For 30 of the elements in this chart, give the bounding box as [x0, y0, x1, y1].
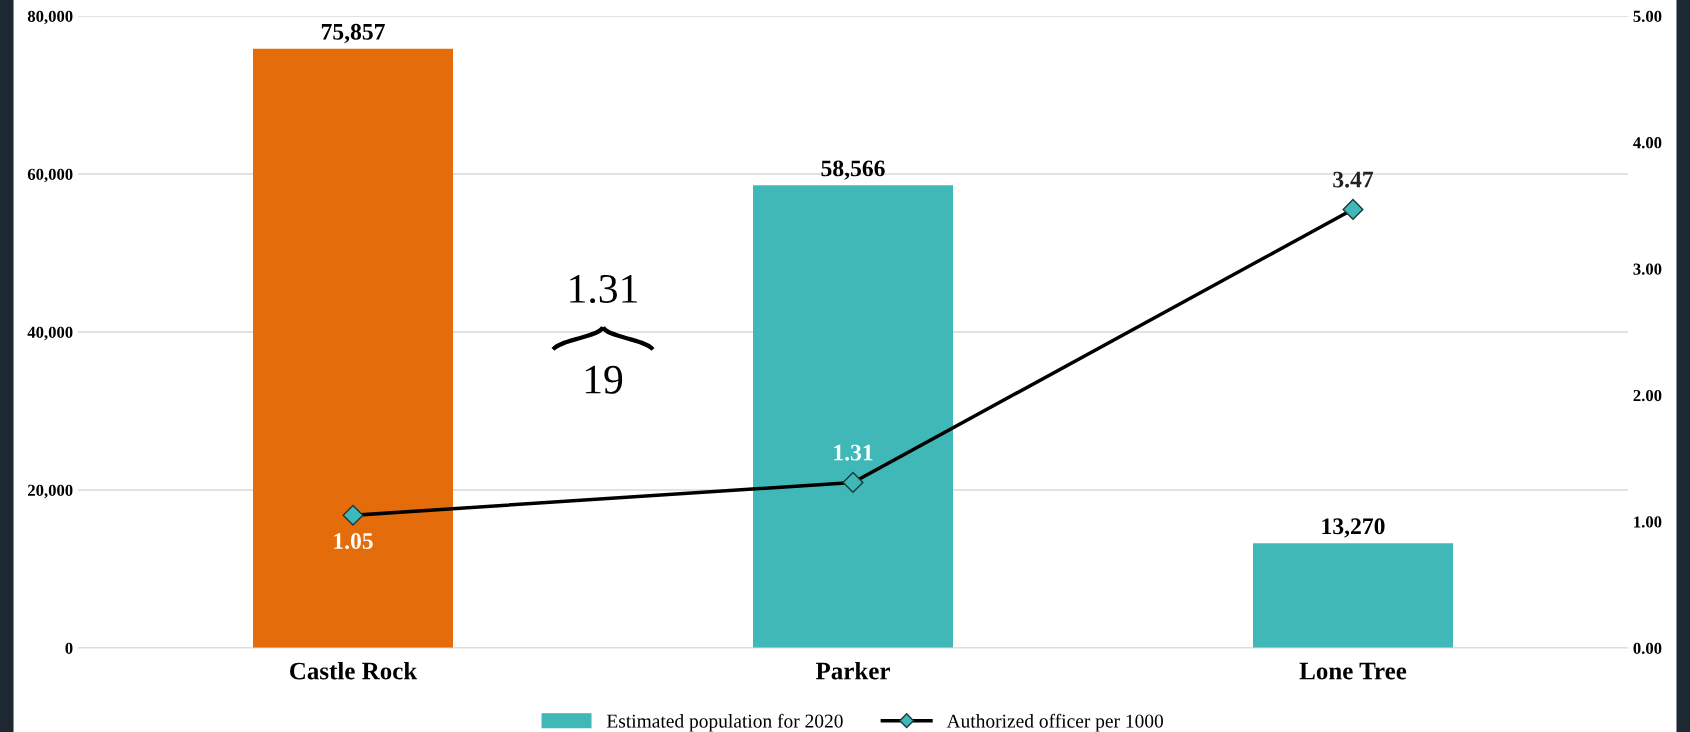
data-label: 13,270 — [1322, 518, 1385, 538]
y-tick-label: 20,000 — [28, 484, 73, 499]
annotation: 1.31 — [570, 274, 637, 304]
legend-label: Estimated population for 2020 — [606, 713, 843, 732]
y-tick-label: 80,000 — [27, 10, 73, 25]
x-tick-label: Castle Rock — [289, 661, 418, 680]
y2-tick-label: 4.00 — [1633, 137, 1662, 149]
x-tick-label: Parker — [815, 661, 890, 680]
y-tick-label: 40,000 — [27, 326, 73, 341]
bar — [253, 48, 453, 648]
data-label: 75,857 — [321, 23, 385, 44]
y2-tick-label: 0.00 — [1633, 642, 1662, 655]
y-tick-label: 60,000 — [27, 168, 73, 183]
y2-tick-label: 2.00 — [1633, 389, 1662, 402]
data-label: 58,566 — [821, 160, 885, 180]
point — [842, 471, 864, 493]
bar — [753, 185, 953, 648]
y-tick-label: 0 — [65, 642, 73, 654]
x-tick-label: Lone Tree — [1299, 662, 1407, 680]
point — [1342, 198, 1364, 220]
legend-label: Authorized officer per 1000 — [946, 713, 1164, 732]
y2-tick-label: 1.00 — [1634, 516, 1662, 528]
data-label: 3.47 — [1333, 171, 1374, 188]
bar — [1253, 543, 1453, 648]
annotation: 19 — [585, 365, 623, 394]
data-label: 1.31 — [834, 444, 873, 461]
y2-tick-label: 3.00 — [1633, 263, 1662, 275]
data-label: 1.05 — [334, 533, 373, 550]
point — [342, 504, 364, 526]
y2-tick-label: 5.00 — [1633, 10, 1662, 23]
